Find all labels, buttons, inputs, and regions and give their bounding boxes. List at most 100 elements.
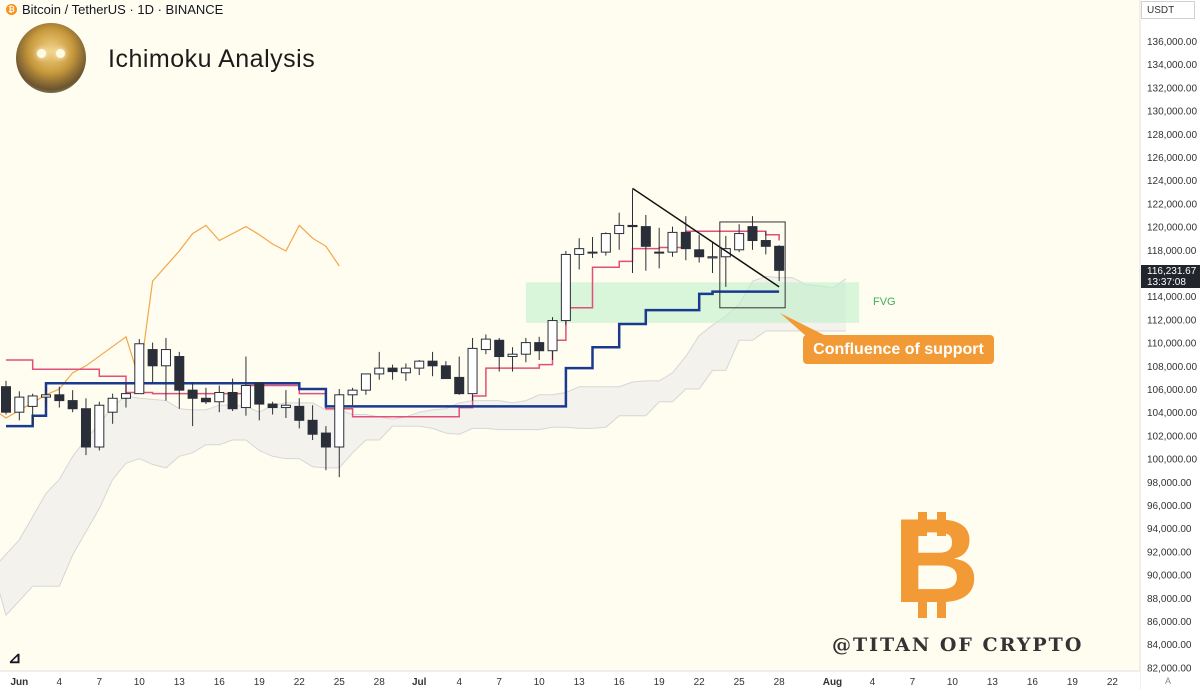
candle-body (200, 397, 211, 403)
candle (480, 334, 491, 355)
candle-body (294, 405, 305, 421)
y-tick-label: 100,000.00 (1147, 455, 1197, 466)
candle-body (107, 397, 118, 413)
annotation-layer (632, 187, 826, 336)
tradingview-logo-icon[interactable]: ⊿ (8, 650, 22, 667)
candle (14, 391, 25, 421)
candle-body (320, 432, 331, 448)
x-tick-label: 13 (574, 677, 586, 688)
candle-body (414, 360, 425, 369)
x-tick-label: 19 (1067, 677, 1079, 688)
x-tick-label: 7 (910, 677, 916, 688)
candle (107, 393, 118, 424)
resistance-trendline (632, 187, 780, 288)
y-tick-label: 136,000.00 (1147, 37, 1197, 48)
fvg-label: FVG (873, 296, 896, 308)
candle (587, 237, 598, 258)
bar-countdown: 13:37:08 (1147, 277, 1186, 288)
x-tick-label: 28 (374, 677, 386, 688)
y-tick-label: 92,000.00 (1147, 547, 1192, 558)
y-tick-label: 90,000.00 (1147, 571, 1192, 582)
candle-body (94, 404, 105, 448)
y-tick-label: 104,000.00 (1147, 408, 1197, 419)
candle (80, 398, 91, 456)
candles (1, 189, 785, 478)
candle (774, 245, 785, 282)
candle-body (120, 393, 131, 399)
candle-body (67, 400, 78, 410)
candle-body (80, 408, 91, 448)
y-tick-label: 96,000.00 (1147, 501, 1192, 512)
candle-body (467, 347, 478, 395)
candle (67, 390, 78, 413)
candle (600, 232, 611, 256)
symbol-header[interactable]: ₿ Bitcoin / TetherUS · 1D · BINANCE (6, 2, 223, 17)
candle-body (774, 245, 785, 271)
candle-body (334, 394, 345, 448)
candle (387, 364, 398, 380)
candle (640, 215, 651, 271)
candle-body (307, 419, 318, 435)
y-tick-label: 128,000.00 (1147, 130, 1197, 141)
candle-body (627, 224, 638, 228)
candle (400, 363, 411, 381)
candle-body (547, 320, 558, 352)
x-tick-label: 16 (214, 677, 226, 688)
candle (747, 216, 758, 250)
symbol-label: Bitcoin / TetherUS · 1D · BINANCE (22, 2, 224, 17)
candle-body (680, 231, 691, 250)
candle-body (720, 248, 731, 258)
candle-body (760, 240, 771, 247)
candle-body (387, 367, 398, 373)
y-tick-label: 124,000.00 (1147, 176, 1197, 187)
candle (720, 235, 731, 287)
y-tick-label: 82,000.00 (1147, 663, 1192, 674)
candle-body (600, 233, 611, 253)
bitcoin-icon: ₿ (6, 4, 17, 15)
candle (694, 234, 705, 263)
chart-title: Ichimoku Analysis (108, 45, 316, 73)
candle (667, 226, 678, 257)
x-tick-label: 4 (57, 677, 63, 688)
candle-body (440, 365, 451, 380)
candle (414, 360, 425, 376)
candle (200, 387, 211, 405)
candle-body (534, 342, 545, 352)
currency-selector[interactable]: USDT (1141, 1, 1195, 19)
y-tick-label: 98,000.00 (1147, 478, 1192, 489)
candle (307, 405, 318, 441)
candle (227, 378, 238, 412)
candle (454, 356, 465, 395)
candle-body (747, 226, 758, 242)
last-price-tag: 116,231.67 13:37:08 (1141, 265, 1200, 288)
y-tick-label: 118,000.00 (1147, 246, 1197, 257)
candle (147, 342, 158, 384)
senkou-span-b-line (0, 330, 846, 617)
candle (187, 382, 198, 427)
candle (547, 317, 558, 360)
y-tick-label: 84,000.00 (1147, 640, 1192, 651)
candle-body (360, 373, 371, 391)
cloud-area (0, 276, 846, 616)
candle (427, 351, 438, 377)
candle-body (507, 353, 518, 358)
fvg-zone (525, 282, 860, 323)
x-tick-label: Aug (823, 677, 842, 688)
x-tick-label: 25 (334, 677, 346, 688)
candle (280, 390, 291, 418)
auto-scale-button[interactable]: A (1165, 676, 1172, 686)
candle (627, 189, 638, 273)
candle-body (54, 394, 65, 402)
avatar (16, 23, 86, 93)
y-tick-label: 106,000.00 (1147, 385, 1197, 396)
avatar-eye (37, 49, 46, 58)
candle-body (240, 385, 251, 409)
candle (440, 361, 451, 380)
x-tick-label: Jun (10, 677, 28, 688)
candle (27, 393, 38, 425)
candle-body (254, 382, 265, 405)
x-tick-label: 13 (987, 677, 999, 688)
y-tick-label: 114,000.00 (1147, 292, 1197, 303)
senkou-span-a-line (0, 275, 847, 562)
